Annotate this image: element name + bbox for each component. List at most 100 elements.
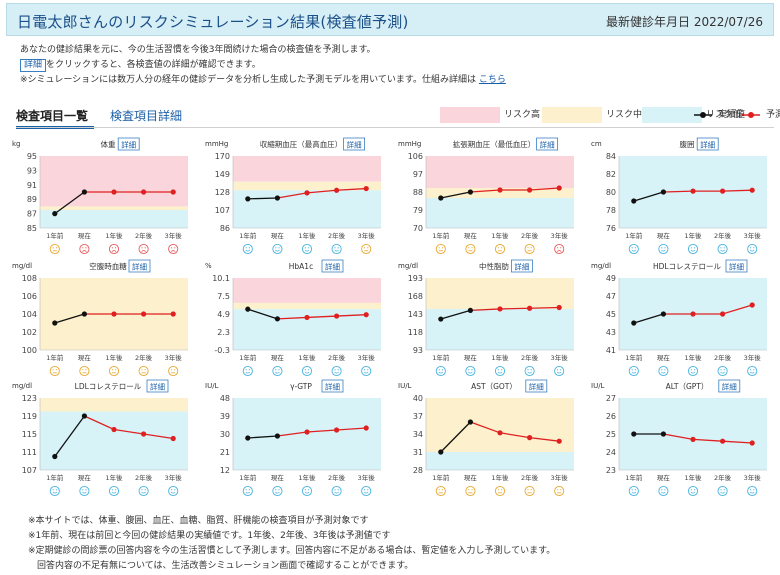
tab-item-detail[interactable]: 検査項目詳細 [110, 109, 183, 123]
face-eye [634, 489, 636, 491]
face-outline [108, 365, 120, 377]
detail-button-frame[interactable] [321, 259, 344, 273]
y-tick-label: 149 [215, 170, 230, 179]
predicted-point [527, 435, 533, 441]
detail-button-frame[interactable] [725, 259, 748, 273]
detail-button-label[interactable]: 詳細 [729, 262, 744, 272]
detail-button-label[interactable]: 詳細 [325, 382, 340, 392]
detail-button[interactable]: 詳細 [146, 379, 169, 393]
chart-title: 空腹時血糖 [89, 261, 127, 271]
face-smile-icon [272, 365, 283, 377]
y-tick-label: 78 [606, 206, 616, 215]
face-eye [468, 489, 470, 491]
y-tick-label: 76 [606, 224, 616, 233]
actual-series-line [633, 191, 664, 202]
chart-title: ALT（GPT） [666, 382, 709, 391]
y-tick-label: 7.5 [217, 292, 230, 301]
actual-point [467, 307, 473, 313]
x-tick-label: 3年後 [744, 353, 762, 362]
face-eye [82, 247, 84, 249]
detail-button[interactable]: 詳細 [321, 379, 344, 393]
face-eye [560, 369, 562, 371]
face-eye [468, 369, 470, 371]
detail-button[interactable]: 詳細 [525, 379, 548, 393]
face-outline [465, 485, 476, 497]
detail-button-label[interactable]: 詳細 [514, 262, 529, 272]
intro-line-3: ※シミュレーションには数万人分の経年の健診データを分析し生成した予測モデルを用い… [20, 73, 506, 88]
actual-point [52, 453, 58, 460]
detail-button-label[interactable]: 詳細 [325, 262, 340, 272]
unit-label: mg/dl [398, 262, 418, 270]
intro-line-3-text: ※シミュレーションには数万人分の経年の健診データを分析し生成した予測モデルを用い… [20, 75, 477, 85]
face-eye [631, 247, 633, 249]
face-smile-icon [435, 365, 446, 377]
detail-button-frame[interactable] [511, 259, 533, 273]
x-tick-label: 2年後 [521, 353, 539, 362]
detail-button[interactable]: 詳細 [343, 137, 366, 151]
detail-button[interactable]: 詳細 [696, 137, 719, 151]
face-outline [554, 365, 565, 377]
x-tick-label: 1年後 [684, 353, 702, 362]
unit-label: IU/L [591, 382, 605, 390]
face-eye [753, 489, 755, 491]
unit-label: mg/dl [12, 382, 32, 390]
detail-button-frame[interactable] [525, 379, 548, 393]
detail-button-label[interactable]: 詳細 [700, 140, 715, 150]
y-tick-label: 100 [22, 346, 37, 355]
detail-button-frame[interactable] [343, 137, 366, 151]
detail-button[interactable]: 詳細 [718, 379, 741, 393]
detail-button[interactable]: 詳細 [511, 259, 533, 273]
detail-button[interactable]: 詳細 [536, 137, 559, 151]
face-smile-icon [658, 365, 669, 377]
detail-button-label[interactable]: 詳細 [722, 382, 737, 392]
chart-panel: IU/L γ-GTP 詳細 48 39 30 21 12 1年前 現在 1年後 2年後 3年後 [205, 379, 381, 497]
detail-button-frame[interactable] [146, 379, 169, 393]
detail-button-frame[interactable] [718, 379, 741, 393]
face-smile-icon [554, 365, 565, 377]
detail-button-label[interactable]: 詳細 [347, 140, 362, 150]
detail-button[interactable]: 詳細 [128, 259, 151, 273]
face-mouth [631, 371, 637, 374]
y-tick-label: 106 [408, 152, 423, 161]
face-mouth [363, 491, 369, 494]
unit-label: IU/L [205, 382, 219, 390]
y-tick-label: 39 [220, 412, 230, 421]
x-tick-label: 1年前 [625, 353, 643, 362]
detail-button-frame[interactable] [117, 137, 140, 151]
detail-button-label[interactable]: 詳細 [121, 140, 136, 150]
predicted-point [334, 427, 340, 433]
face-eye [471, 369, 473, 371]
x-tick-label: 2年後 [328, 231, 346, 240]
x-tick-label: 1年前 [432, 231, 450, 240]
detail-button-frame[interactable] [696, 137, 719, 151]
mechanism-link[interactable]: こちら [478, 75, 506, 85]
face-outline [628, 365, 639, 377]
detail-button-frame[interactable] [536, 137, 559, 151]
detail-button[interactable]: 詳細 [117, 137, 140, 151]
face-eye [750, 369, 752, 371]
actual-point [660, 311, 666, 317]
tab-item-list[interactable]: 検査項目一覧 [16, 107, 94, 129]
detail-button-frame[interactable] [128, 259, 151, 273]
x-tick-label: 1年前 [432, 473, 450, 482]
detail-button[interactable]: 詳細 [321, 259, 344, 273]
detail-button-frame[interactable] [321, 379, 344, 393]
y-tick-label: 49 [606, 274, 616, 283]
y-tick-label: 82 [606, 170, 616, 179]
detail-button[interactable]: 詳細 [725, 259, 748, 273]
detail-button-label[interactable]: 詳細 [540, 140, 555, 150]
x-tick-label: 現在 [657, 473, 671, 482]
detail-button-label[interactable]: 詳細 [150, 382, 165, 392]
intro-line-2: 詳細 をクリックすると、各検査値の詳細が確認できます。 [20, 58, 506, 73]
risk-band-mid [426, 278, 574, 309]
detail-button-label[interactable]: 詳細 [132, 262, 147, 272]
page-header: 日電太郎さんのリスクシミュレーション結果(検査値予測) 最新健診年月日 2022… [6, 3, 774, 36]
detail-button-label[interactable]: 詳細 [529, 382, 544, 392]
face-eye [55, 369, 58, 371]
face-outline [554, 243, 565, 255]
y-tick-label: 27 [606, 394, 616, 403]
x-tick-label: 2年後 [521, 473, 539, 482]
face-smile-icon [747, 485, 758, 497]
face-eye [753, 247, 755, 249]
face-mouth [749, 491, 755, 494]
